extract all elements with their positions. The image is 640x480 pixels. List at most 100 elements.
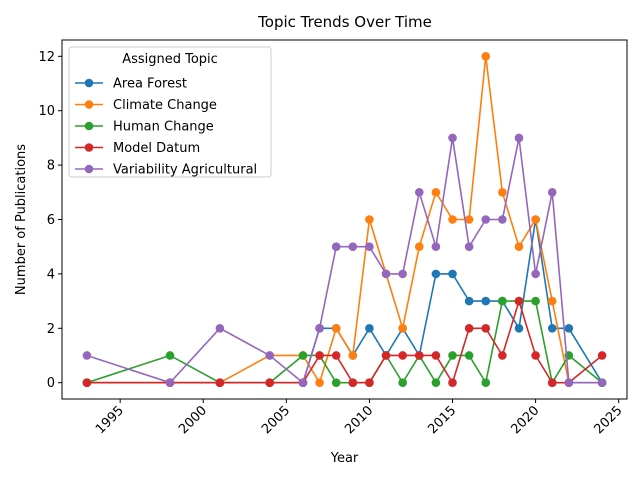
data-point (381, 269, 391, 279)
y-tick-label: 2 (47, 322, 55, 337)
y-tick-label: 6 (47, 213, 55, 228)
data-point (398, 351, 407, 360)
legend-marker (84, 121, 94, 131)
data-point (448, 133, 457, 143)
data-point (547, 378, 557, 387)
data-point (498, 215, 507, 224)
data-point (331, 323, 341, 333)
series-line (86, 298, 603, 385)
y-tick-label: 12 (38, 50, 55, 65)
data-point (547, 323, 557, 333)
x-axis: 1995 2000 2005 2010 2015 2020 2025 (93, 399, 626, 437)
legend-marker (84, 100, 94, 109)
data-point (531, 215, 540, 224)
data-point (365, 323, 374, 333)
x-tick-label: 2010 (342, 403, 376, 437)
data-point (398, 269, 407, 279)
data-point (265, 378, 275, 387)
data-point (531, 296, 540, 306)
data-point (381, 351, 391, 360)
data-point (547, 188, 557, 197)
plot-frame (61, 39, 628, 400)
data-point (448, 351, 457, 360)
data-point (414, 351, 424, 360)
series-layer (82, 52, 607, 387)
data-point (431, 242, 441, 251)
data-point (481, 378, 491, 387)
data-point (315, 378, 324, 387)
legend-marker (84, 143, 94, 152)
y-axis: 0 2 4 6 8 10 12 (38, 50, 62, 391)
legend-label: Human Change (113, 120, 214, 135)
legend-label: Variability Agricultural (113, 163, 257, 178)
x-tick-label: 2025 (592, 403, 626, 437)
y-tick-label: 4 (47, 267, 55, 282)
legend-label: Climate Change (113, 98, 217, 113)
data-point (298, 351, 308, 360)
data-point (464, 296, 474, 306)
data-point (431, 351, 441, 360)
x-tick-label: 2015 (425, 403, 459, 437)
y-tick-label: 0 (47, 376, 55, 391)
x-tick-label: 1995 (93, 403, 127, 437)
data-point (82, 351, 92, 360)
data-point (414, 242, 424, 251)
data-point (481, 52, 491, 61)
data-point (448, 378, 457, 387)
data-point (464, 242, 474, 251)
data-point (331, 351, 341, 360)
data-point (165, 378, 175, 387)
data-point (348, 242, 358, 251)
data-point (315, 323, 324, 333)
data-point (514, 133, 524, 143)
data-point (514, 296, 524, 306)
data-point (348, 351, 358, 360)
data-point (331, 242, 341, 251)
x-axis-title: Year (330, 451, 359, 466)
series-line (86, 137, 603, 385)
y-tick-label: 10 (38, 104, 55, 119)
x-tick-label: 2020 (508, 403, 542, 437)
data-point (365, 215, 374, 224)
data-point (215, 378, 225, 387)
data-point (398, 323, 407, 333)
legend-label: Area Forest (113, 77, 187, 92)
data-point (498, 296, 507, 306)
data-point (298, 378, 308, 387)
y-tick-label: 8 (47, 159, 55, 174)
data-point (315, 351, 324, 360)
data-point (498, 188, 507, 197)
data-point (514, 242, 524, 251)
data-point (498, 351, 507, 360)
data-point (464, 351, 474, 360)
legend: Assigned Topic Area Forest Climate Change H… (68, 46, 272, 178)
x-tick-label: 2005 (259, 403, 293, 437)
data-point (547, 296, 557, 306)
data-point (365, 242, 374, 251)
data-point (414, 188, 424, 197)
legend-box (68, 46, 272, 178)
series-line (86, 56, 603, 385)
data-point (514, 323, 524, 333)
y-axis-title: Number of Publications (14, 144, 29, 295)
data-point (481, 296, 491, 306)
data-point (331, 378, 341, 387)
x-tick-label: 2000 (176, 403, 210, 437)
data-point (481, 215, 491, 224)
series-variability-agricultural (82, 133, 607, 387)
data-point (165, 351, 175, 360)
data-point (531, 269, 540, 279)
data-point (265, 351, 275, 360)
data-point (431, 269, 441, 279)
data-point (564, 323, 574, 333)
chart-title: Topic Trends Over Time (257, 13, 432, 31)
data-point (481, 323, 491, 333)
data-point (365, 378, 374, 387)
data-point (348, 378, 358, 387)
data-point (448, 215, 457, 224)
data-point (82, 378, 92, 387)
data-point (215, 323, 225, 333)
data-point (398, 378, 407, 387)
legend-label: Model Datum (113, 141, 200, 156)
